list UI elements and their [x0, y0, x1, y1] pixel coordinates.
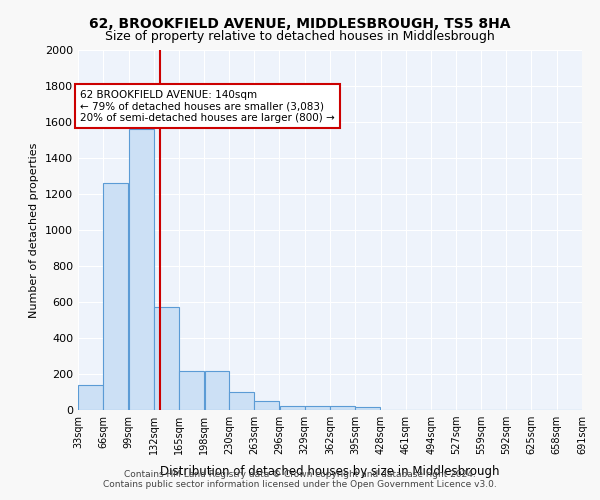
Text: Contains HM Land Registry data © Crown copyright and database right 2024.
Contai: Contains HM Land Registry data © Crown c… [103, 470, 497, 489]
Bar [280, 406, 305, 410]
Bar [179, 372, 204, 410]
Bar [129, 129, 154, 410]
Bar [103, 183, 128, 410]
Bar [229, 392, 254, 410]
X-axis label: Distribution of detached houses by size in Middlesbrough: Distribution of detached houses by size … [160, 466, 500, 478]
Bar [254, 401, 279, 410]
Text: 62 BROOKFIELD AVENUE: 140sqm
← 79% of detached houses are smaller (3,083)
20% of: 62 BROOKFIELD AVENUE: 140sqm ← 79% of de… [80, 90, 335, 123]
Bar [305, 406, 330, 410]
Text: 62, BROOKFIELD AVENUE, MIDDLESBROUGH, TS5 8HA: 62, BROOKFIELD AVENUE, MIDDLESBROUGH, TS… [89, 18, 511, 32]
Bar [355, 408, 380, 410]
Y-axis label: Number of detached properties: Number of detached properties [29, 142, 40, 318]
Bar [205, 372, 229, 410]
Bar [330, 406, 355, 410]
Bar [154, 308, 179, 410]
Bar [78, 385, 103, 410]
Text: Size of property relative to detached houses in Middlesbrough: Size of property relative to detached ho… [105, 30, 495, 43]
